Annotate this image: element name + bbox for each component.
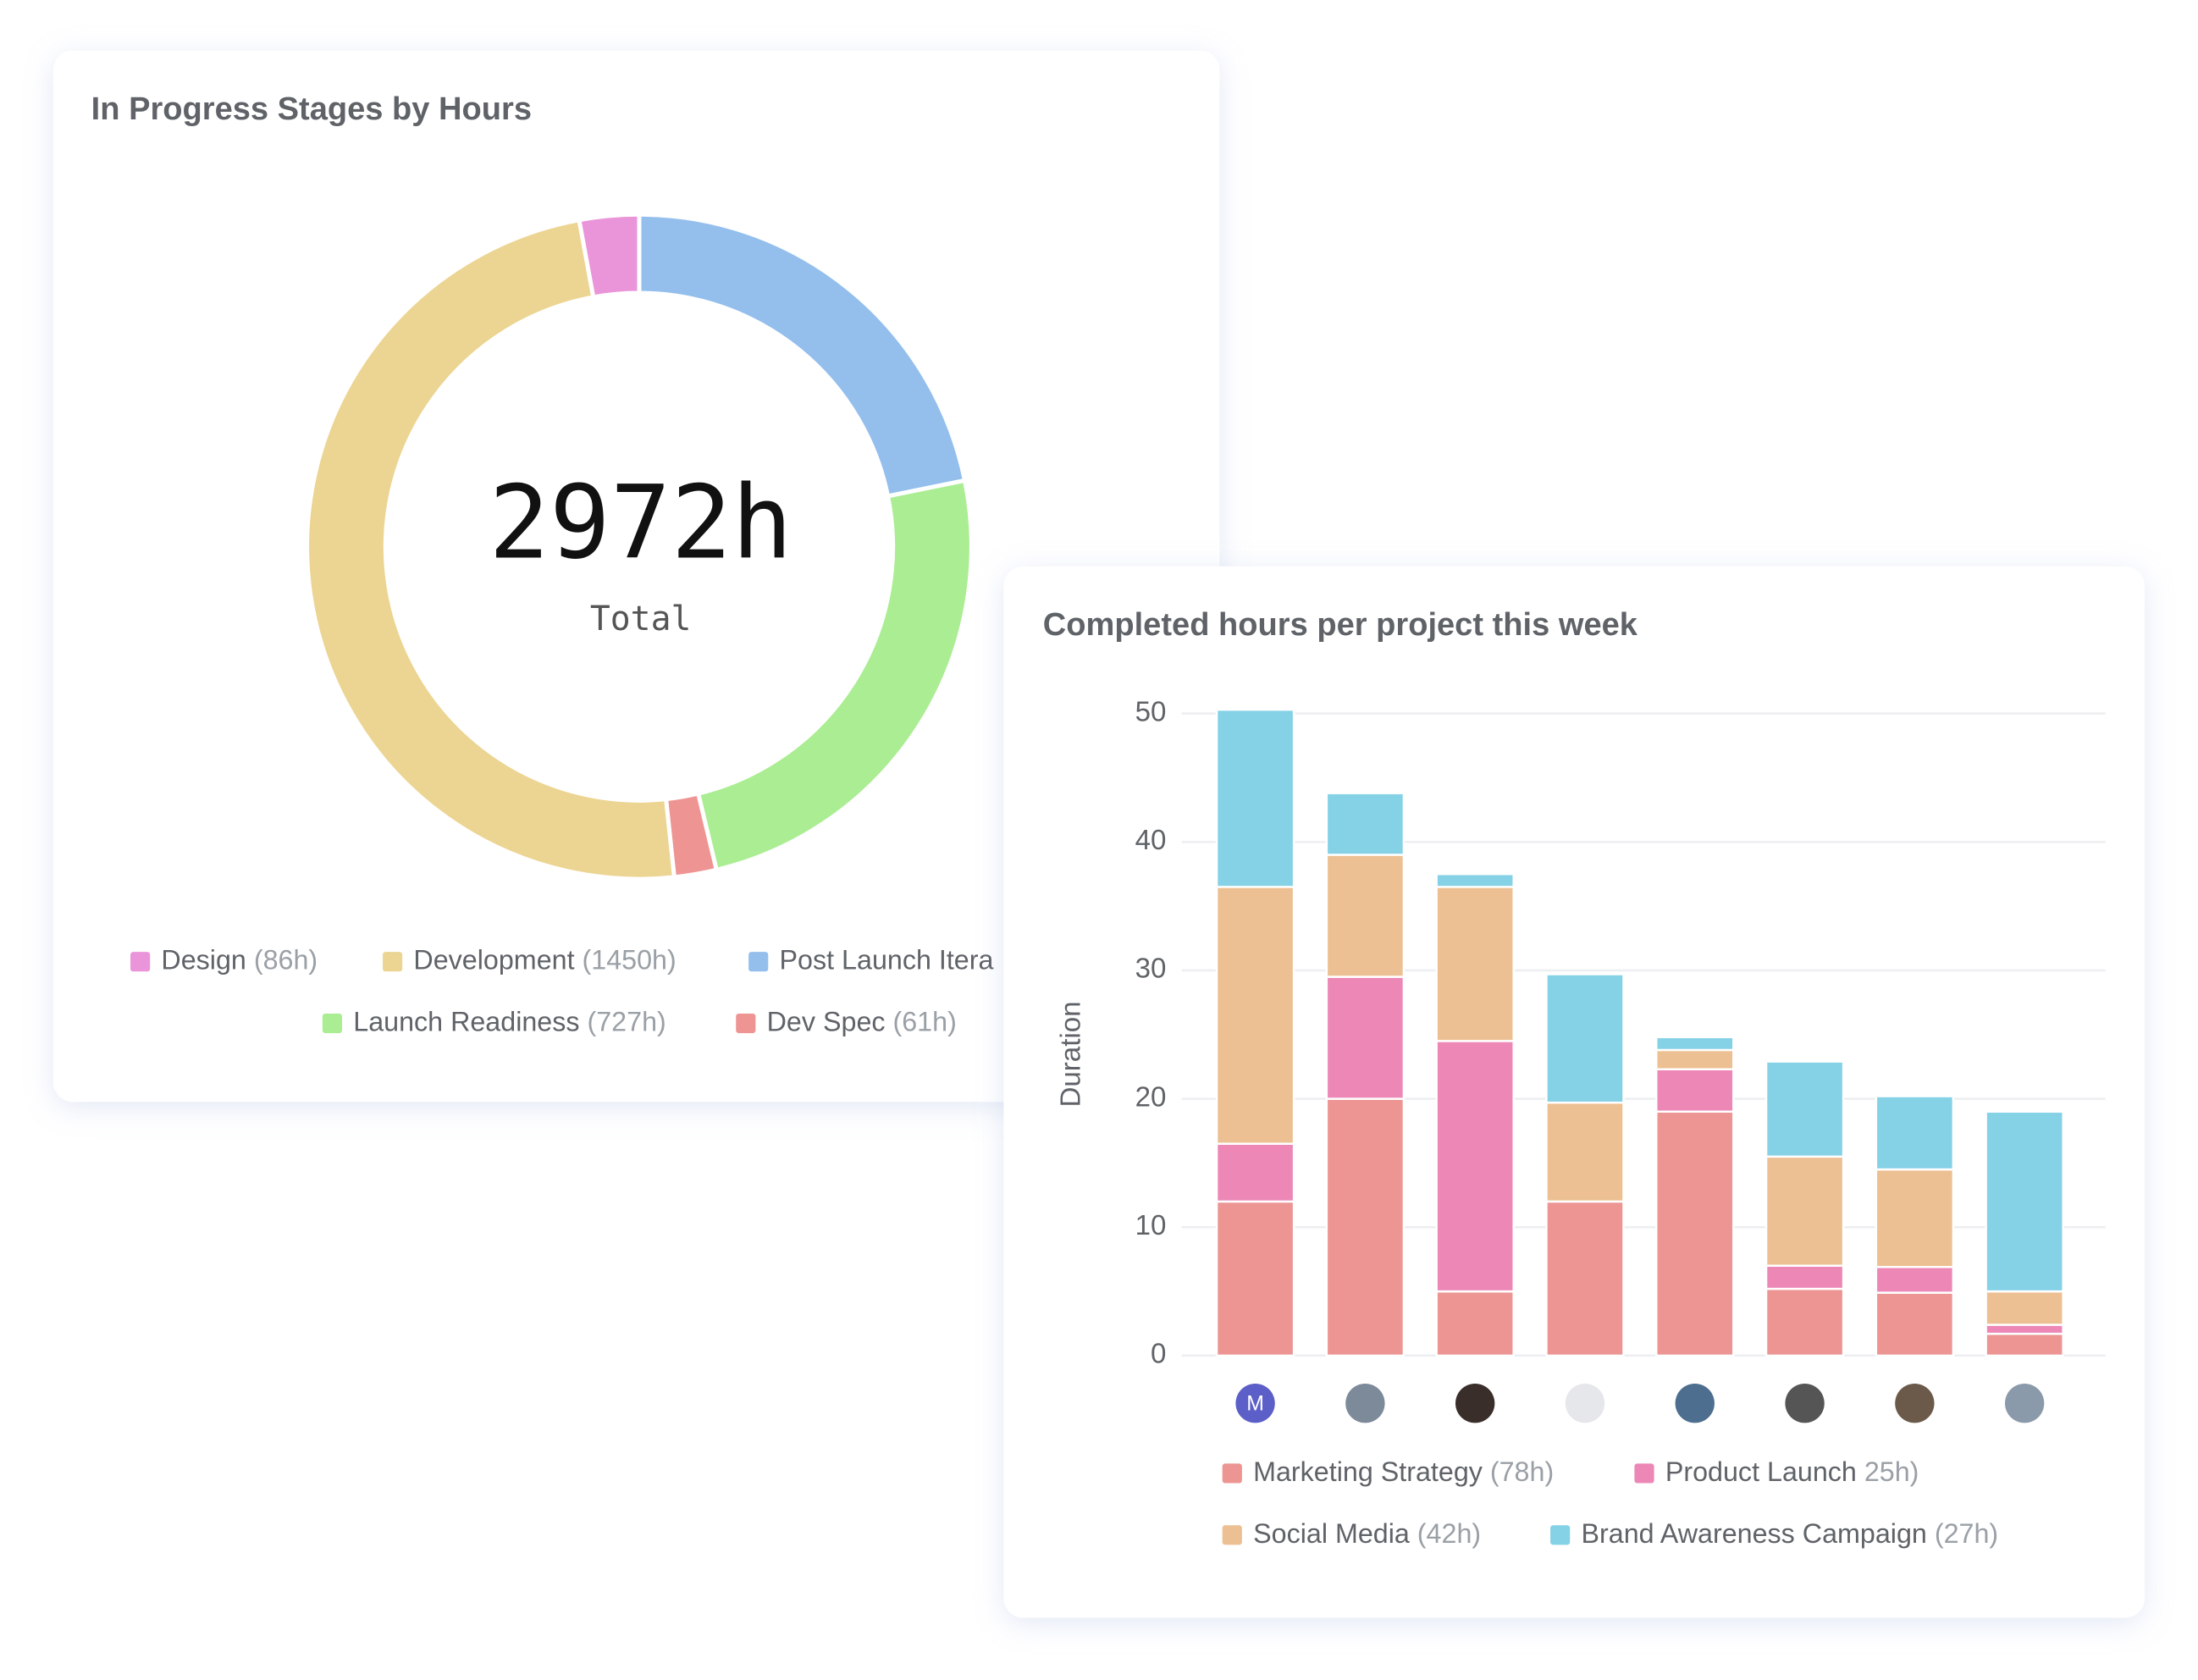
legend-name: Marketing Strategy — [1253, 1456, 1483, 1487]
bar-segment — [1545, 1101, 1625, 1203]
legend-value: 25h) — [1864, 1456, 1919, 1487]
legend-swatch — [130, 952, 151, 972]
y-tick-label: 40 — [1135, 825, 1167, 856]
legend-swatch — [1550, 1525, 1571, 1545]
donut-segment — [305, 217, 677, 881]
legend-swatch — [383, 952, 403, 972]
legend-label: Design (86h) — [161, 944, 318, 975]
bar-segment — [1655, 1048, 1735, 1070]
legend-value: (86h) — [254, 944, 318, 975]
bar-segment — [1985, 1324, 2064, 1335]
bar-segment — [1545, 1200, 1625, 1357]
bar-segment — [1435, 1290, 1515, 1357]
bar-segment — [1655, 1068, 1735, 1114]
bar-segment — [1655, 1036, 1735, 1052]
bar-segment — [1764, 1287, 1845, 1357]
legend-label: Social Media (42h) — [1253, 1517, 1481, 1548]
legend-swatch — [748, 952, 769, 972]
card-title: In Progress Stages by Hours — [91, 91, 532, 127]
bar-segment — [1545, 973, 1625, 1104]
legend-label: Development (1450h) — [413, 944, 676, 975]
bar-segment — [1875, 1266, 1955, 1294]
y-tick-label: 30 — [1135, 953, 1167, 985]
bar-segment — [1875, 1095, 1955, 1171]
legend-label: Dev Spec (61h) — [767, 1006, 957, 1036]
bar-segment — [1764, 1060, 1845, 1158]
y-tick-label: 50 — [1135, 696, 1167, 727]
legend-value: (61h) — [892, 1006, 956, 1036]
bar-segment — [1985, 1110, 2064, 1293]
y-tick-label: 10 — [1135, 1210, 1167, 1241]
bar-segment — [1764, 1264, 1845, 1290]
legend-value: (1450h) — [583, 944, 677, 975]
legend-value: (727h) — [588, 1006, 666, 1036]
avatar — [1785, 1384, 1825, 1423]
card-title: Completed hours per project this week — [1043, 607, 1638, 643]
legend-value: (42h) — [1417, 1517, 1481, 1548]
legend-value: (27h) — [1935, 1517, 1998, 1548]
bar-segment — [1215, 1200, 1295, 1357]
donut-segment — [695, 478, 974, 873]
legend-name: Launch Readiness — [353, 1006, 579, 1036]
legend-label: Post Launch Itera — [780, 944, 994, 975]
bar-segment — [1764, 1155, 1845, 1267]
avatar — [1565, 1384, 1605, 1423]
bar-segment — [1435, 1040, 1515, 1293]
legend-label: Product Launch 25h) — [1665, 1456, 1919, 1487]
bar-segment — [1215, 1142, 1295, 1203]
center-value: 2972h — [489, 464, 792, 582]
avatar — [1455, 1384, 1495, 1423]
legend-value: (78h) — [1490, 1456, 1554, 1487]
y-tick-label: 20 — [1135, 1081, 1167, 1113]
legend-name: Development — [413, 944, 574, 975]
legend-swatch — [1634, 1463, 1654, 1484]
bar-segment — [1325, 1097, 1406, 1357]
bar-segment — [1985, 1332, 2064, 1357]
bar-segment — [1655, 1110, 1735, 1357]
legend-label: Marketing Strategy (78h) — [1253, 1456, 1554, 1487]
bar-segment — [1325, 975, 1406, 1100]
avatar-initial: M — [1246, 1392, 1264, 1415]
avatar — [1235, 1384, 1275, 1423]
legend-swatch — [736, 1013, 756, 1034]
legend-name: Social Media — [1253, 1517, 1410, 1548]
avatar — [1895, 1384, 1935, 1423]
legend-name: Design — [161, 944, 246, 975]
bar-segment — [1435, 872, 1515, 888]
y-tick-label: 0 — [1151, 1339, 1166, 1370]
bar-segment — [1215, 708, 1295, 888]
avatar — [2004, 1384, 2045, 1423]
legend-name: Brand Awareness Campaign — [1582, 1517, 1927, 1548]
legend-swatch — [1222, 1525, 1242, 1545]
bar-segment — [1435, 886, 1515, 1042]
bar-segment — [1325, 792, 1406, 856]
legend-name: Dev Spec — [767, 1006, 886, 1036]
bar-segment — [1875, 1291, 1955, 1357]
y-axis-label: Duration — [1055, 1001, 1086, 1107]
bar-segment — [1985, 1290, 2064, 1326]
avatar — [1345, 1384, 1385, 1423]
donut-segment — [577, 212, 642, 300]
legend-name: Product Launch — [1665, 1456, 1857, 1487]
legend-label: Launch Readiness (727h) — [353, 1006, 666, 1036]
legend-swatch — [322, 1013, 343, 1034]
bar-segment — [1215, 886, 1295, 1145]
legend-label: Brand Awareness Campaign (27h) — [1582, 1517, 1999, 1548]
center-label: Total — [590, 600, 692, 638]
legend-swatch — [1222, 1463, 1242, 1484]
avatar — [1675, 1384, 1715, 1423]
legend-name: Post Launch Itera — [780, 944, 994, 975]
bar-segment — [1325, 854, 1406, 978]
bar-segment — [1875, 1168, 1955, 1268]
card — [52, 50, 1220, 1102]
